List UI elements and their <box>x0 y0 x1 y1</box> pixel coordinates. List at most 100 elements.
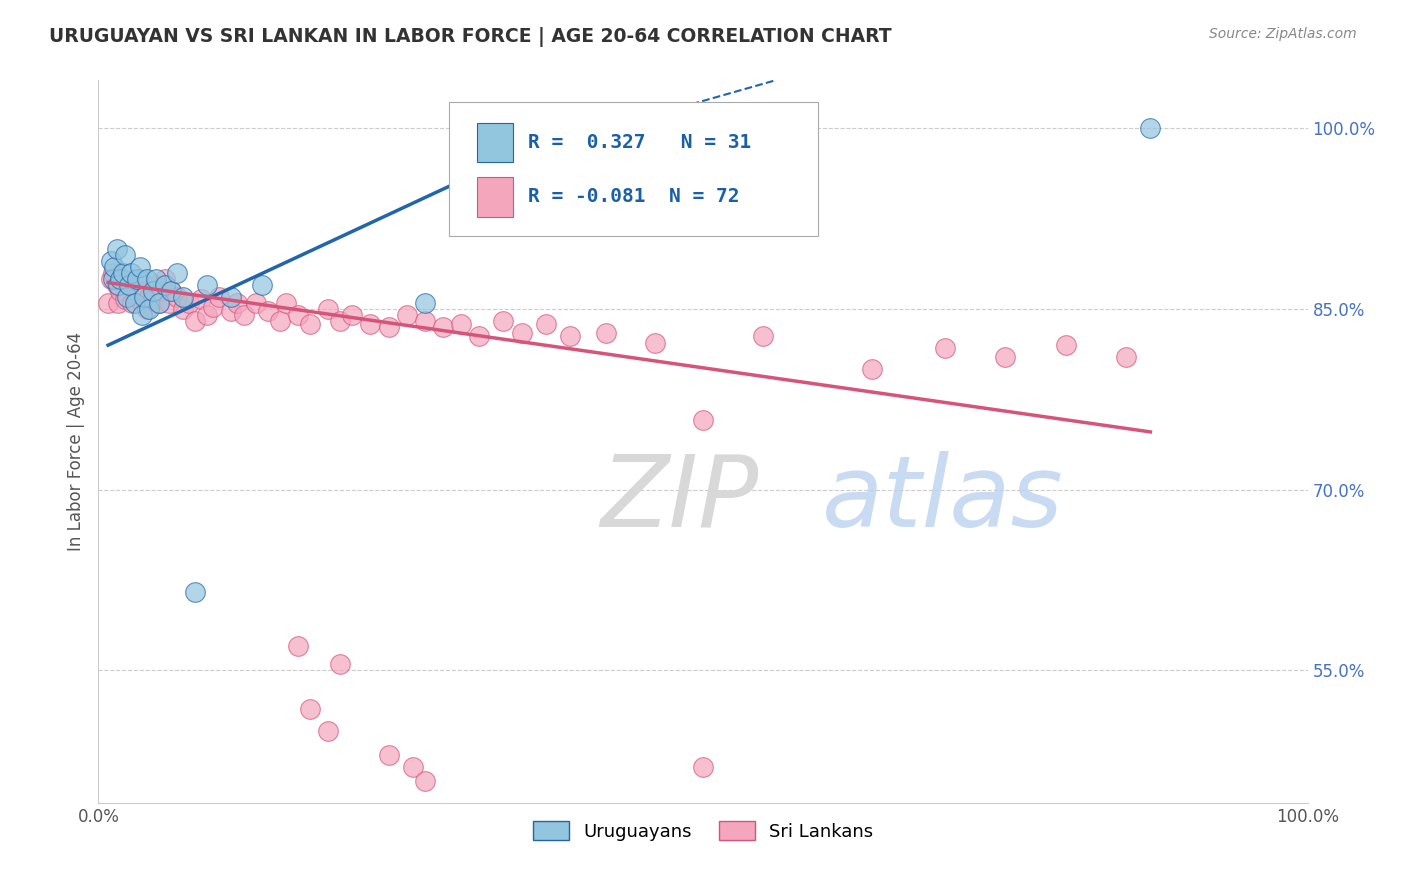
Point <box>245 296 267 310</box>
Point <box>124 284 146 298</box>
Point <box>105 278 128 293</box>
Point <box>148 296 170 310</box>
Y-axis label: In Labor Force | Age 20-64: In Labor Force | Age 20-64 <box>66 332 84 551</box>
Point <box>118 278 141 293</box>
Point <box>413 774 436 789</box>
Text: Source: ZipAtlas.com: Source: ZipAtlas.com <box>1209 27 1357 41</box>
Point <box>120 266 142 280</box>
Point <box>534 317 557 331</box>
Point <box>134 284 156 298</box>
Point <box>166 290 188 304</box>
Point <box>153 278 176 293</box>
Point <box>299 317 322 331</box>
Point <box>135 301 157 317</box>
Point <box>558 328 581 343</box>
Point <box>150 284 173 298</box>
Point <box>316 723 339 738</box>
Point <box>1139 121 1161 136</box>
Point <box>316 301 339 317</box>
Point <box>142 284 165 298</box>
Point <box>221 290 243 304</box>
Point <box>692 413 714 427</box>
Point <box>468 328 491 343</box>
Point <box>377 320 399 334</box>
Point <box>269 314 291 328</box>
Point <box>108 272 131 286</box>
Point <box>114 248 136 262</box>
Point <box>101 272 124 286</box>
Point <box>160 284 183 298</box>
Text: URUGUAYAN VS SRI LANKAN IN LABOR FORCE | AGE 20-64 CORRELATION CHART: URUGUAYAN VS SRI LANKAN IN LABOR FORCE |… <box>49 27 891 46</box>
Point <box>226 296 249 310</box>
Point <box>166 266 188 280</box>
Text: atlas: atlas <box>821 450 1063 548</box>
Point <box>329 314 352 328</box>
Point <box>103 260 125 274</box>
Point <box>135 272 157 286</box>
Point <box>160 284 183 298</box>
Point <box>644 335 666 350</box>
Text: ZIP: ZIP <box>600 450 758 548</box>
Point <box>179 296 201 310</box>
Point <box>299 702 322 716</box>
Point <box>752 328 775 343</box>
Point <box>145 272 167 286</box>
Point <box>131 308 153 322</box>
Point <box>1054 338 1077 352</box>
Point <box>145 278 167 293</box>
Point <box>190 293 212 307</box>
Point <box>121 296 143 310</box>
Point <box>172 301 194 317</box>
Point <box>153 272 176 286</box>
Point <box>221 304 243 318</box>
Point <box>202 300 225 314</box>
Point <box>232 308 254 322</box>
Point <box>329 657 352 672</box>
Point <box>510 326 533 341</box>
Point <box>342 308 364 322</box>
Point <box>413 296 436 310</box>
Point <box>432 320 454 334</box>
Point <box>138 301 160 317</box>
Point <box>101 266 124 280</box>
FancyBboxPatch shape <box>477 123 513 162</box>
FancyBboxPatch shape <box>477 178 513 217</box>
Point <box>97 296 120 310</box>
Point <box>128 260 150 274</box>
Point <box>148 296 170 310</box>
Text: R =  0.327   N = 31: R = 0.327 N = 31 <box>527 133 751 153</box>
Point <box>195 278 218 293</box>
Point <box>287 640 309 654</box>
Point <box>195 308 218 322</box>
Point <box>118 278 141 293</box>
Point <box>377 747 399 762</box>
Point <box>413 314 436 328</box>
Point <box>142 293 165 307</box>
Point <box>134 290 156 304</box>
Point <box>117 290 139 304</box>
Point <box>107 296 129 310</box>
Point <box>395 308 418 322</box>
Point <box>250 278 273 293</box>
Point <box>127 272 149 286</box>
Point <box>100 254 122 268</box>
Point <box>114 293 136 307</box>
Point <box>105 242 128 256</box>
Point <box>127 290 149 304</box>
Point <box>128 272 150 286</box>
Point <box>108 284 131 298</box>
Point <box>860 362 883 376</box>
Point <box>138 290 160 304</box>
Point <box>131 296 153 310</box>
Point <box>157 296 180 310</box>
Point <box>492 314 515 328</box>
FancyBboxPatch shape <box>449 102 818 235</box>
Point <box>100 272 122 286</box>
Point <box>287 308 309 322</box>
Point <box>208 290 231 304</box>
Text: R = -0.081  N = 72: R = -0.081 N = 72 <box>527 187 740 206</box>
Point <box>360 317 382 331</box>
Point <box>934 341 956 355</box>
Point <box>256 304 278 318</box>
Legend: Uruguayans, Sri Lankans: Uruguayans, Sri Lankans <box>526 814 880 848</box>
